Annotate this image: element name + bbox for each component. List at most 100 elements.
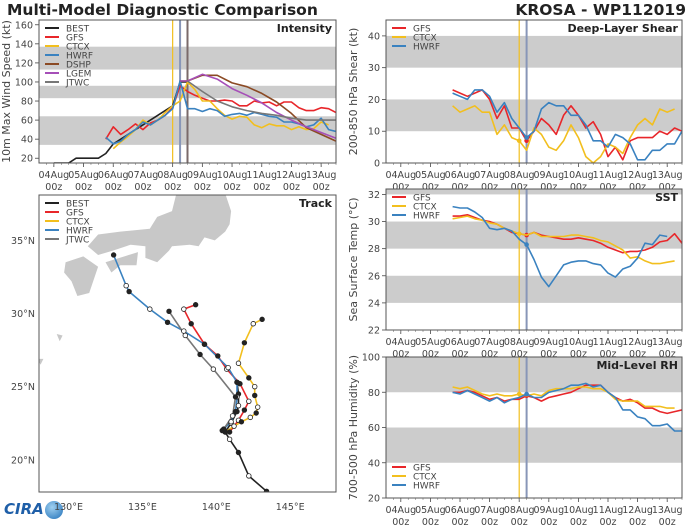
track-point-gfs xyxy=(241,407,248,413)
x-tick-label-hour: 00z xyxy=(134,182,151,193)
legend-label-jtwc: JTWC xyxy=(65,236,89,246)
analysis-point-ctcx xyxy=(516,391,522,397)
x-tick-label-date: 07Aug xyxy=(474,170,505,181)
rh-plot-area xyxy=(386,357,682,498)
x-tick-label-date: 04Aug xyxy=(385,337,416,348)
x-tick-label-date: 10Aug xyxy=(563,337,594,348)
intensity-panel: 04Aug00z05Aug00z06Aug00z07Aug00z08Aug00z… xyxy=(0,19,337,193)
gray-band xyxy=(386,35,682,68)
sst-plot-area xyxy=(386,189,682,330)
y-tick-label: 60 xyxy=(21,116,33,127)
x-tick-label-date: 10Aug xyxy=(563,505,594,516)
x-tick-label-hour: 00z xyxy=(540,182,557,193)
x-tick-label-date: 05Aug xyxy=(415,505,446,516)
track-point-hwrf xyxy=(181,328,187,334)
x-tick-label-hour: 00z xyxy=(629,517,646,525)
y-tick-label: 100 xyxy=(15,77,33,88)
y-axis-label: 700-500 hPa Humidity (%) xyxy=(347,355,360,500)
track-point-hwrf xyxy=(110,252,117,258)
track-point-gfs xyxy=(246,398,252,404)
track-point-hwrf xyxy=(228,419,234,425)
series-line-jtwc xyxy=(187,80,336,121)
x-tick-label-date: 12Aug xyxy=(276,170,307,181)
panel-title: Mid-Level RH xyxy=(596,359,678,372)
land-japan xyxy=(56,334,63,342)
legend-label-best: BEST xyxy=(66,25,90,35)
y-tick-label: 26 xyxy=(368,271,380,282)
series-line-ctcx xyxy=(452,105,675,163)
lon-tick-label: 140°E xyxy=(202,502,231,513)
x-tick-label-date: 09Aug xyxy=(187,170,218,181)
x-tick-label-date: 11Aug xyxy=(246,170,277,181)
x-tick-label-hour: 00z xyxy=(481,182,498,193)
track-point-best xyxy=(263,488,270,492)
y-tick-label: 80 xyxy=(21,97,33,108)
y-tick-label: 22 xyxy=(368,326,380,337)
cira-logo: CIRA xyxy=(4,500,63,519)
track-point-jtwc xyxy=(166,308,172,315)
gray-band xyxy=(386,99,682,132)
series-line-hwrf xyxy=(452,205,668,288)
land-japan xyxy=(39,358,44,365)
x-tick-label-hour: 00z xyxy=(313,182,330,193)
x-tick-label-hour: 00z xyxy=(164,182,181,193)
legend-label-ctcx: CTCX xyxy=(66,218,90,228)
land-japan xyxy=(64,256,99,296)
track-point-hwrf xyxy=(147,306,153,312)
analysis-point-ctcx xyxy=(516,138,522,144)
analysis-point-ctcx xyxy=(516,231,522,237)
lon-tick-label: 130°E xyxy=(54,502,83,513)
x-tick-label-date: 09Aug xyxy=(533,337,564,348)
track-point-jtwc xyxy=(229,413,236,419)
gray-band xyxy=(386,189,682,195)
gray-band xyxy=(386,275,682,303)
y-tick-label: 20 xyxy=(21,154,33,165)
x-tick-label-date: 06Aug xyxy=(445,337,476,348)
legend-label-gfs: GFS xyxy=(413,464,431,474)
track-point-ctcx xyxy=(246,375,252,381)
track-point-ctcx xyxy=(253,410,259,416)
lat-tick-label: 35°N xyxy=(11,236,35,247)
x-tick-label-hour: 00z xyxy=(570,182,587,193)
track-point-hwrf xyxy=(164,319,171,325)
series-line-lgem xyxy=(180,73,336,139)
x-tick-label-hour: 00z xyxy=(392,349,409,360)
panel-title: Deep-Layer Shear xyxy=(567,22,678,35)
analysis-point-hwrf xyxy=(524,242,529,247)
x-tick-label-hour: 00z xyxy=(629,182,646,193)
y-tick-label: 40 xyxy=(21,135,33,146)
x-tick-label-date: 13Aug xyxy=(652,337,683,348)
x-tick-label-date: 04Aug xyxy=(39,170,70,181)
x-tick-label-date: 12Aug xyxy=(622,337,653,348)
x-tick-label-date: 04Aug xyxy=(385,170,416,181)
x-tick-label-date: 06Aug xyxy=(445,170,476,181)
x-tick-label-hour: 00z xyxy=(481,517,498,525)
y-tick-label: 20 xyxy=(368,95,380,106)
x-tick-label-hour: 00z xyxy=(451,517,468,525)
x-tick-label-hour: 00z xyxy=(599,349,616,360)
analysis-point-hwrf xyxy=(524,391,529,397)
x-tick-label-date: 06Aug xyxy=(445,505,476,516)
y-tick-label: 30 xyxy=(368,217,380,228)
rh-panel: 04Aug00z05Aug00z06Aug00z07Aug00z08Aug00z… xyxy=(347,353,683,525)
x-tick-label-date: 13Aug xyxy=(652,505,683,516)
track-point-hwrf xyxy=(225,364,231,371)
x-tick-label-hour: 00z xyxy=(422,349,439,360)
legend-label-ctcx: CTCX xyxy=(413,203,437,213)
x-tick-label-hour: 00z xyxy=(570,349,587,360)
track-point-gfs xyxy=(192,302,199,308)
y-tick-label: 80 xyxy=(368,388,380,399)
panel-title: SST xyxy=(655,191,678,204)
track-panel: 130°E 135°E 140°E 145°E 20°N 25°N 30°N 35°N Trac… xyxy=(11,194,337,513)
track-point-jtwc xyxy=(221,426,227,432)
legend-label-lgem: LGEM xyxy=(66,70,91,80)
track-point-ctcx xyxy=(259,316,265,323)
x-tick-label-date: 09Aug xyxy=(533,170,564,181)
track-point-ctcx xyxy=(252,392,258,399)
panel-title: Track xyxy=(299,197,333,210)
legend-label-hwrf: HWRF xyxy=(413,212,440,222)
track-point-ctcx xyxy=(247,414,253,421)
